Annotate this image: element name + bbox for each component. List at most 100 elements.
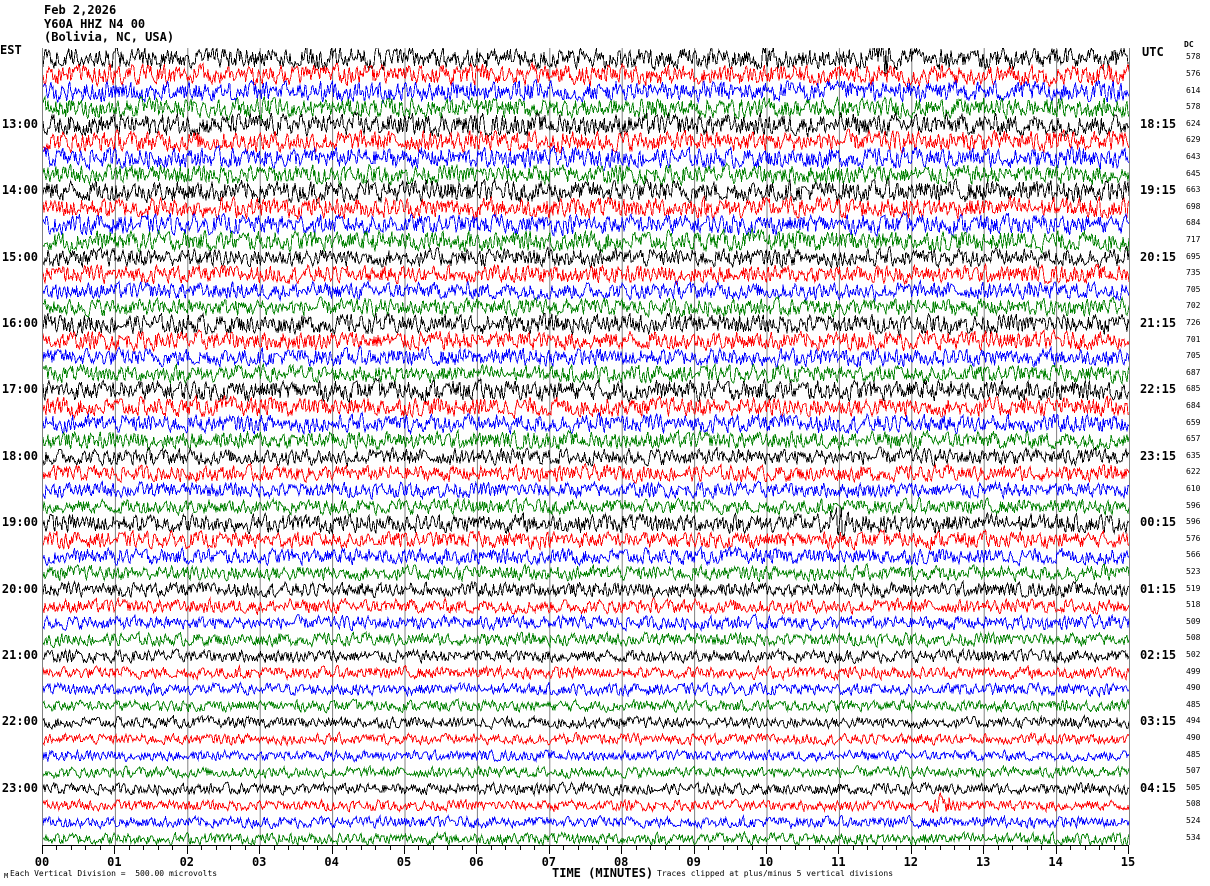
- header-station: Y60A HHZ N4 00: [44, 16, 146, 31]
- axis-tick-minor: [968, 845, 970, 850]
- axis-tick-minor: [1084, 845, 1086, 850]
- dc-value: 684: [1186, 218, 1201, 228]
- dc-value: 566: [1186, 550, 1201, 560]
- left-hour-label-1800: 18:00: [1, 448, 38, 463]
- left-hour-label-2200: 22:00: [1, 714, 38, 729]
- axis-tick-minor: [56, 845, 58, 850]
- axis-tick-minor: [722, 845, 724, 850]
- axis-tick-major: [331, 845, 333, 854]
- axis-tick-label: 10: [758, 855, 774, 869]
- axis-tick-minor: [346, 845, 348, 850]
- dc-value: 698: [1186, 201, 1201, 211]
- clip-note: Traces clipped at plus/minus 5 vertical …: [657, 869, 894, 878]
- axis-tick-minor: [172, 845, 174, 850]
- right-timezone-label: UTC: [1142, 45, 1164, 59]
- axis-tick-minor: [70, 845, 72, 850]
- dc-value: 629: [1186, 135, 1201, 145]
- dc-value: 702: [1186, 301, 1201, 311]
- axis-tick-major: [838, 845, 840, 854]
- axis-tick-label: 00: [34, 855, 50, 869]
- axis-tick-minor: [563, 845, 565, 850]
- axis-tick-major: [548, 845, 550, 854]
- axis-tick-minor: [997, 845, 999, 850]
- dc-value: 576: [1186, 533, 1201, 543]
- right-hour-label-1915: 19:15: [1140, 183, 1177, 198]
- right-hour-label-2015: 20:15: [1140, 249, 1177, 264]
- dc-value: 635: [1186, 450, 1201, 460]
- dc-value: 490: [1186, 733, 1201, 743]
- dc-value: 578: [1186, 52, 1201, 62]
- time-axis-line: [42, 845, 1129, 846]
- dc-value: 687: [1186, 367, 1201, 377]
- axis-tick-minor: [823, 845, 825, 850]
- dc-value: 705: [1186, 284, 1201, 294]
- dc-value: 494: [1186, 716, 1201, 726]
- axis-tick-minor: [1113, 845, 1115, 850]
- dc-column-header: DC: [1184, 40, 1194, 49]
- right-hour-label-2315: 23:15: [1140, 448, 1177, 463]
- dc-value: 523: [1186, 567, 1201, 577]
- axis-tick-major: [42, 845, 43, 854]
- axis-tick-label: 07: [541, 855, 557, 869]
- dc-value: 643: [1186, 151, 1201, 161]
- left-hour-label-1400: 14:00: [1, 183, 38, 198]
- dc-value: 518: [1186, 600, 1201, 610]
- axis-tick-minor: [1026, 845, 1028, 850]
- axis-tick-minor: [577, 845, 579, 850]
- dc-value: 726: [1186, 317, 1201, 327]
- left-hour-label-2100: 21:00: [1, 648, 38, 663]
- axis-tick-minor: [1041, 845, 1043, 850]
- dc-value: 490: [1186, 683, 1201, 693]
- dc-value: 505: [1186, 782, 1201, 792]
- axis-tick-minor: [273, 845, 275, 850]
- dc-value: 705: [1186, 351, 1201, 361]
- axis-tick-minor: [635, 845, 637, 850]
- axis-tick-label: 14: [1048, 855, 1063, 869]
- dc-value: 701: [1186, 334, 1201, 344]
- trace-canvas: [43, 48, 1129, 845]
- left-hour-label-2300: 23:00: [1, 780, 38, 795]
- dc-value: 624: [1186, 118, 1201, 128]
- right-hour-label-0015: 00:15: [1140, 515, 1177, 530]
- axis-tick-minor: [461, 845, 463, 850]
- left-hour-label-1300: 13:00: [1, 116, 38, 131]
- dc-value: 717: [1186, 234, 1201, 244]
- right-hour-label-2115: 21:15: [1140, 315, 1177, 330]
- axis-tick-major: [766, 845, 767, 854]
- dc-value: 508: [1186, 799, 1201, 809]
- dc-value: 507: [1186, 766, 1201, 776]
- axis-tick-minor: [85, 845, 87, 850]
- axis-tick-major: [186, 845, 188, 854]
- axis-tick-minor: [852, 845, 854, 850]
- axis-tick-label: 03: [251, 855, 267, 869]
- axis-tick-minor: [809, 845, 811, 850]
- axis-tick-minor: [737, 845, 739, 850]
- axis-tick-minor: [375, 845, 377, 850]
- axis-tick-label: 11: [831, 855, 846, 869]
- axis-tick-minor: [490, 845, 492, 850]
- dc-value: 534: [1186, 832, 1201, 842]
- axis-tick-minor: [1099, 845, 1101, 850]
- dc-value: 610: [1186, 484, 1201, 493]
- axis-tick-minor: [534, 845, 536, 850]
- axis-tick-minor: [230, 845, 232, 850]
- axis-tick-minor: [794, 845, 796, 850]
- dc-value: 509: [1186, 616, 1201, 626]
- seismogram-plot-area[interactable]: [42, 48, 1130, 845]
- dc-value: 596: [1186, 500, 1201, 510]
- axis-tick-minor: [867, 845, 869, 850]
- axis-tick-label: 12: [903, 855, 919, 869]
- dc-value: 659: [1186, 417, 1201, 427]
- axis-tick-minor: [157, 845, 159, 850]
- axis-tick-label: 04: [324, 855, 339, 869]
- left-hour-label-2000: 20:00: [1, 581, 38, 596]
- axis-tick-minor: [592, 845, 594, 850]
- dc-value: 695: [1186, 251, 1201, 261]
- axis-tick-minor: [780, 845, 782, 850]
- dc-value: 657: [1186, 434, 1201, 444]
- dc-value: 485: [1186, 699, 1201, 709]
- axis-tick-minor: [389, 845, 391, 850]
- axis-tick-major: [114, 845, 116, 854]
- axis-tick-minor: [505, 845, 507, 850]
- header-location: (Bolivia, NC, USA): [44, 30, 175, 44]
